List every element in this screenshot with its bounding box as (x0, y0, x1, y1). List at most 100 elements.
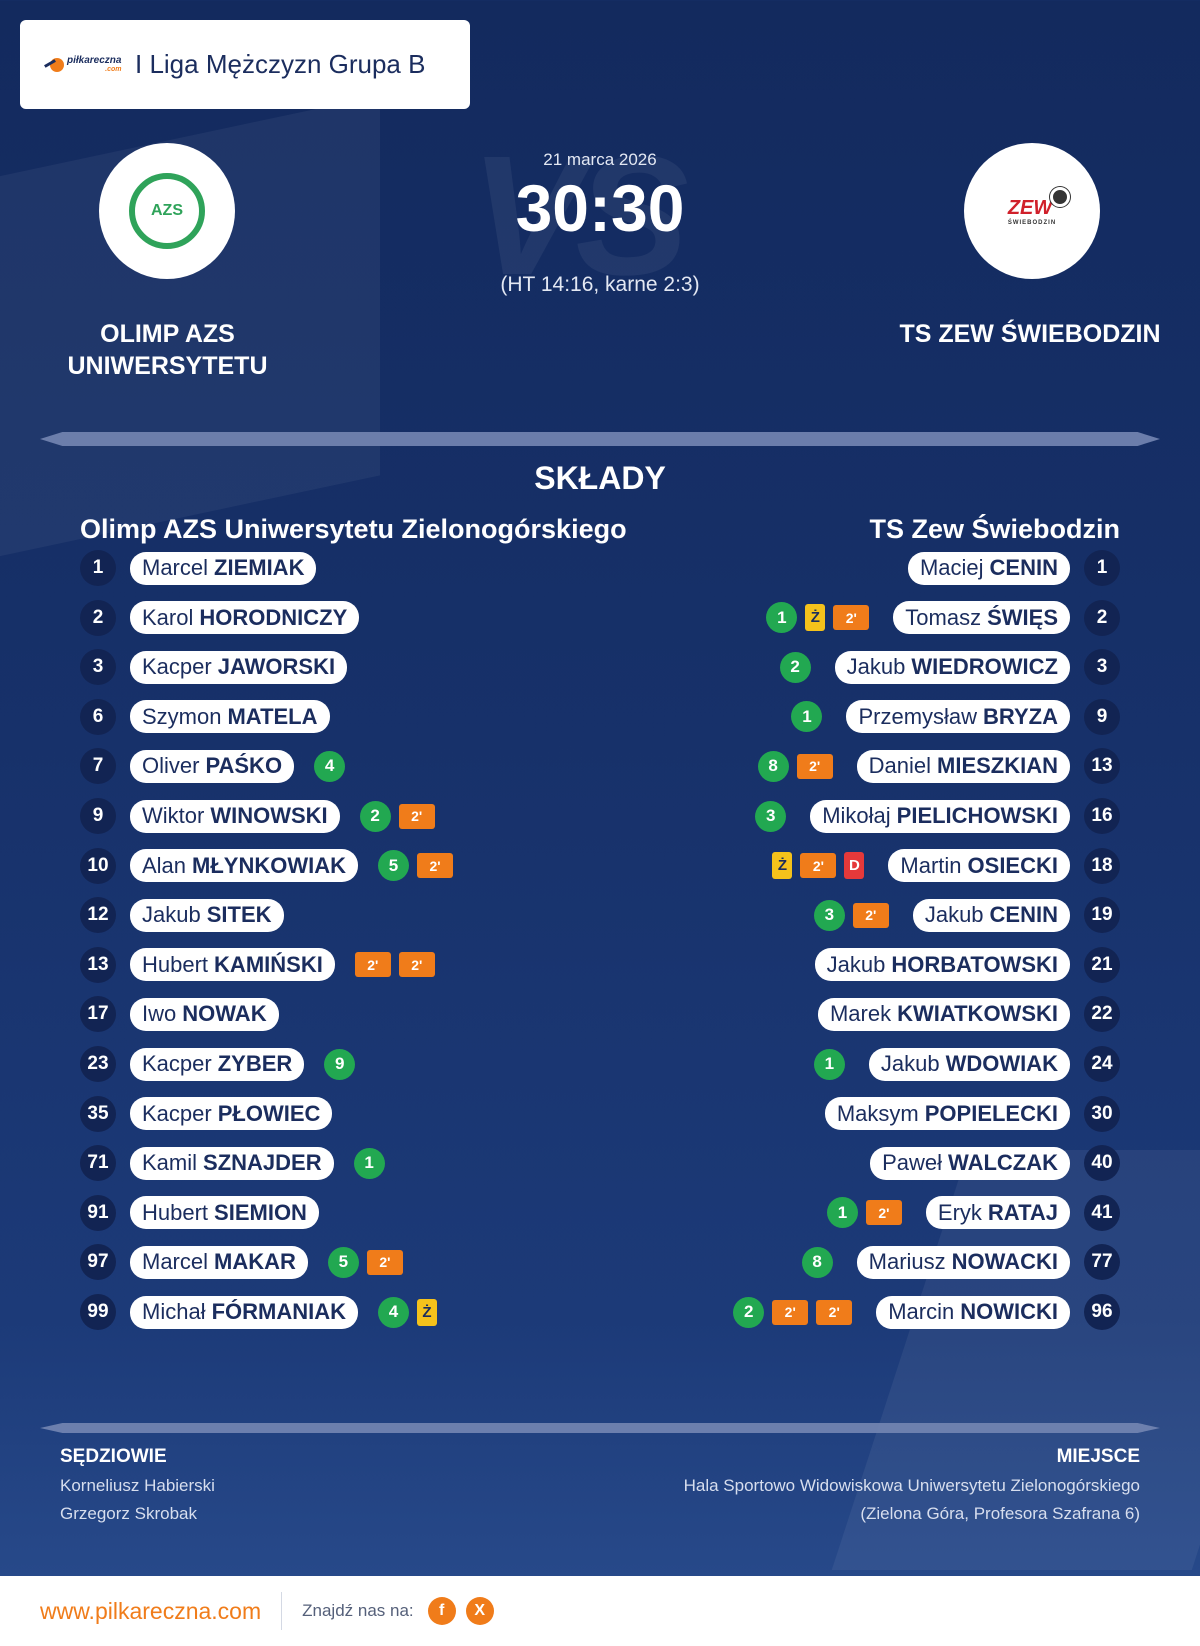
player-name[interactable]: Jakub HORBATOWSKI (814, 948, 1070, 982)
player-first-name: Kamil (142, 1150, 198, 1176)
player-name[interactable]: Hubert KAMIŃSKI (130, 948, 335, 982)
player-name[interactable]: Tomasz ŚWIĘS (893, 601, 1070, 635)
player-name[interactable]: Karol HORODNICZY (130, 601, 360, 635)
player-name[interactable]: Alan MŁYNKOWIAK (130, 849, 359, 883)
player-row[interactable]: 30 Maksym POPIELECKI (824, 1095, 1120, 1132)
player-row[interactable]: 91 Hubert SIEMION (80, 1194, 319, 1231)
player-name[interactable]: Marcel ZIEMIAK (130, 551, 317, 585)
azs-crest-icon: AZS (129, 173, 205, 249)
player-first-name: Szymon (142, 703, 222, 729)
player-name[interactable]: Jakub CENIN (912, 898, 1070, 932)
player-row[interactable]: 17 Iwo NOWAK (80, 996, 279, 1033)
zew-crest-icon: ZEW ŚWIEBODZIN (1008, 186, 1071, 226)
player-row[interactable]: 7 Oliver PAŚKO 4 (80, 748, 346, 785)
player-name[interactable]: Oliver PAŚKO (130, 749, 295, 783)
player-name[interactable]: Iwo NOWAK (130, 997, 279, 1031)
player-row[interactable]: 24 Jakub WDOWIAK 1 (813, 1046, 1120, 1082)
suspension-badge: 2' (398, 803, 435, 829)
player-row[interactable]: 10 Alan MŁYNKOWIAK 5 2' (80, 847, 454, 884)
player-row[interactable]: 71 Kamil SZNAJDER 1 (80, 1145, 385, 1182)
player-row[interactable]: 3 Kacper JAWORSKI (80, 649, 348, 686)
player-name[interactable]: Jakub SITEK (130, 898, 284, 932)
player-last-name: CENIN (989, 555, 1058, 580)
player-row[interactable]: 9 Wiktor WINOWSKI 2 2' (80, 798, 435, 834)
player-name[interactable]: Kacper ZYBER (130, 1047, 305, 1081)
player-row[interactable]: 97 Marcel MAKAR 5 2' (80, 1244, 403, 1281)
player-row[interactable]: 13 Hubert KAMIŃSKI 2' 2' (80, 946, 435, 983)
player-row[interactable]: 99 Michał FÓRMANIAK 4 Ż (80, 1294, 438, 1330)
footer-separator (281, 1592, 283, 1630)
referee-name: Korneliusz Habierski (60, 1476, 215, 1495)
player-last-name: WDOWIAK (945, 1051, 1058, 1076)
player-name[interactable]: Hubert SIEMION (130, 1196, 319, 1230)
player-name[interactable]: Marcel MAKAR (130, 1245, 308, 1279)
player-first-name: Alan (142, 852, 187, 878)
player-name[interactable]: Jakub WIEDROWICZ (834, 650, 1070, 684)
player-row[interactable]: 22 Marek KWIATKOWSKI (817, 996, 1120, 1033)
player-name[interactable]: Maksym POPIELECKI (824, 1097, 1070, 1131)
player-row[interactable]: 3 Jakub WIEDROWICZ 2 (779, 649, 1120, 686)
player-row[interactable]: 35 Kacper PŁOWIEC (80, 1095, 333, 1132)
lineups-title: SKŁADY (534, 460, 666, 496)
player-row[interactable]: 13 Daniel MIESZKIAN 2' 8 (757, 748, 1120, 785)
player-row[interactable]: 21 Jakub HORBATOWSKI (814, 946, 1120, 983)
x-icon[interactable]: X (465, 1597, 494, 1625)
player-row[interactable]: 19 Jakub CENIN 2' 3 (813, 897, 1120, 934)
player-name[interactable]: Kacper PŁOWIEC (130, 1097, 333, 1131)
player-row[interactable]: 16 Mikołaj PIELICHOWSKI 3 (755, 798, 1120, 834)
player-row[interactable]: 40 Paweł WALCZAK (870, 1145, 1120, 1182)
suspension-badge: 2' (772, 1299, 809, 1325)
facebook-icon[interactable]: f (427, 1597, 456, 1625)
player-name[interactable]: Eryk RATAJ (925, 1196, 1070, 1230)
player-row[interactable]: 2 Tomasz ŚWIĘS 2' Ż 1 (766, 599, 1120, 636)
player-name[interactable]: Kamil SZNAJDER (130, 1146, 334, 1180)
vs-watermark: VS (470, 121, 689, 311)
player-row[interactable]: 9 Przemysław BRYZA 1 (791, 698, 1120, 735)
player-events: 1 (353, 1147, 385, 1179)
player-name[interactable]: Mikołaj PIELICHOWSKI (810, 799, 1070, 833)
player-name[interactable]: Marcin NOWICKI (876, 1295, 1070, 1329)
player-row[interactable]: 77 Mariusz NOWACKI 8 (801, 1244, 1120, 1281)
player-name[interactable]: Szymon MATELA (130, 700, 330, 734)
shirt-number: 9 (80, 798, 116, 834)
player-first-name: Michał (142, 1299, 206, 1324)
player-row[interactable]: 1 Marcel ZIEMIAK (80, 550, 317, 586)
player-row[interactable]: 2 Karol HORODNICZY (80, 599, 360, 636)
player-first-name: Martin (900, 852, 962, 878)
ball-icon (50, 57, 64, 72)
player-first-name: Daniel (868, 753, 931, 779)
player-row[interactable]: 18 Martin OSIECKI D 2' Ż (772, 847, 1120, 884)
player-name[interactable]: Kacper JAWORSKI (130, 650, 348, 684)
player-events: 3 (755, 800, 787, 832)
player-last-name: KWIATKOWSKI (897, 1001, 1058, 1027)
player-row[interactable]: 1 Maciej CENIN (907, 550, 1120, 586)
pilkareczna-logo[interactable]: piłkareczna .com (50, 55, 125, 74)
shirt-number: 99 (80, 1294, 116, 1330)
player-row[interactable]: 96 Marcin NOWICKI 2' 2' 2 (733, 1294, 1120, 1330)
player-name[interactable]: Martin OSIECKI (888, 849, 1070, 883)
player-name[interactable]: Marek KWIATKOWSKI (817, 997, 1070, 1031)
player-name[interactable]: Daniel MIESZKIAN (856, 749, 1070, 783)
player-row[interactable]: 23 Kacper ZYBER 9 (80, 1046, 356, 1082)
shirt-number: 18 (1084, 847, 1120, 884)
website-link[interactable]: www.pilkareczna.com (40, 1597, 262, 1624)
player-name[interactable]: Maciej CENIN (907, 551, 1070, 585)
player-name[interactable]: Paweł WALCZAK (870, 1146, 1070, 1180)
player-name[interactable]: Michał FÓRMANIAK (130, 1295, 359, 1329)
player-name[interactable]: Jakub WDOWIAK (868, 1047, 1070, 1081)
player-name[interactable]: Mariusz NOWACKI (856, 1245, 1070, 1279)
player-name[interactable]: Wiktor WINOWSKI (130, 799, 340, 833)
player-row[interactable]: 41 Eryk RATAJ 2' 1 (826, 1194, 1120, 1231)
player-events: 4 (314, 750, 346, 782)
player-last-name: SZNAJDER (203, 1150, 322, 1176)
player-first-name: Hubert (142, 1199, 209, 1225)
player-events: 2' 8 (757, 750, 833, 782)
shirt-number: 13 (80, 946, 116, 983)
player-row[interactable]: 6 Szymon MATELA (80, 698, 330, 735)
suspension-badge: 2' (796, 753, 833, 779)
shirt-number: 19 (1084, 897, 1120, 934)
player-name[interactable]: Przemysław BRYZA (846, 700, 1070, 734)
yellow-card-icon: Ż (417, 1298, 438, 1326)
player-row[interactable]: 12 Jakub SITEK (80, 897, 284, 934)
shirt-number: 77 (1084, 1244, 1120, 1281)
